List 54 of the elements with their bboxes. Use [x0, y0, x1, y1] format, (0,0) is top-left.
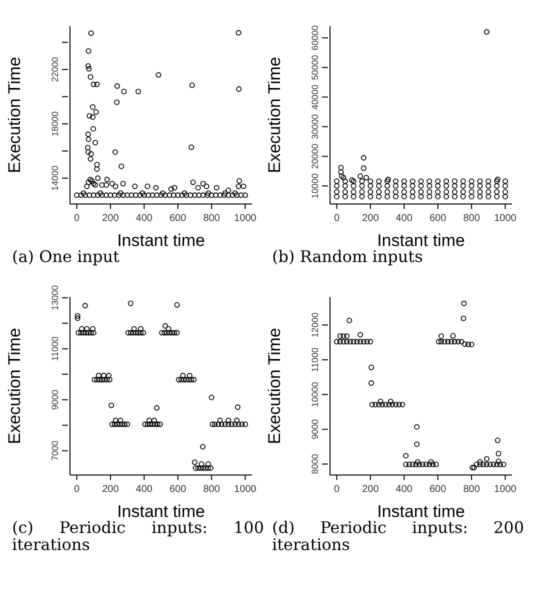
- x-tick-label: 800: [463, 484, 480, 495]
- y-tick-label: 13000: [50, 285, 60, 310]
- y-tick-label: 9000: [310, 419, 320, 440]
- y-tick-label: 10000: [310, 173, 320, 198]
- y-axis-title: Execution Time: [265, 328, 284, 444]
- x-tick-label: 400: [396, 484, 413, 495]
- x-tick-label: 1000: [494, 484, 517, 495]
- text: (d) Periodic inputs: 200 iterations: [271, 518, 525, 554]
- x-tick-label: 200: [102, 484, 120, 495]
- x-tick-label: 800: [203, 213, 220, 224]
- x-tick-label: 600: [170, 213, 187, 224]
- x-tick-label: 800: [463, 213, 480, 224]
- y-tick-label: 10000: [310, 382, 320, 408]
- y-axis-title: Execution Time: [5, 328, 24, 444]
- x-tick-label: 1000: [234, 484, 257, 495]
- y-axis-title: Execution Time: [265, 56, 284, 174]
- x-tick-label: 0: [74, 484, 80, 495]
- x-tick-label: 200: [102, 213, 120, 224]
- x-tick-label: 200: [362, 484, 380, 495]
- x-tick-label: 400: [136, 213, 153, 224]
- y-tick-label: 8000: [310, 454, 320, 474]
- text: (b) Random inputs: [271, 247, 424, 266]
- x-tick-label: 0: [74, 213, 80, 224]
- x-tick-label: 400: [396, 213, 413, 224]
- x-tick-label: 600: [430, 213, 447, 224]
- x-axis-title: Instant time: [377, 502, 465, 521]
- text: (a) One input: [11, 247, 120, 266]
- x-tick-label: 200: [362, 213, 380, 224]
- text: (c) Periodic inputs: 100 iterations: [11, 518, 265, 554]
- x-axis-title: Instant time: [117, 502, 205, 521]
- x-axis-title: Instant time: [117, 231, 205, 250]
- x-tick-label: 400: [136, 484, 153, 495]
- y-tick-label: 11000: [50, 336, 60, 361]
- y-tick-label: 20000: [310, 144, 320, 169]
- y-tick-label: 11000: [310, 348, 320, 372]
- y-tick-label: 9000: [50, 390, 60, 410]
- x-tick-label: 600: [170, 484, 187, 495]
- y-tick-label: 22000: [50, 56, 60, 82]
- y-tick-label: 12000: [310, 312, 320, 338]
- y-tick-label: 40000: [310, 84, 320, 110]
- y-axis-title: Execution Time: [5, 56, 24, 174]
- x-axis-title: Instant time: [377, 231, 465, 250]
- y-tick-label: 30000: [310, 114, 320, 140]
- y-tick-label: 50000: [310, 54, 320, 80]
- x-tick-label: 1000: [234, 213, 257, 224]
- x-tick-label: 600: [430, 484, 447, 495]
- x-tick-label: 0: [334, 213, 340, 224]
- x-tick-label: 0: [334, 484, 340, 495]
- y-tick-label: 7000: [50, 440, 60, 461]
- y-tick-label: 14000: [50, 166, 60, 191]
- y-tick-label: 60000: [310, 25, 320, 50]
- x-tick-label: 800: [203, 484, 220, 495]
- y-tick-label: 18000: [50, 111, 60, 136]
- x-tick-label: 1000: [494, 213, 517, 224]
